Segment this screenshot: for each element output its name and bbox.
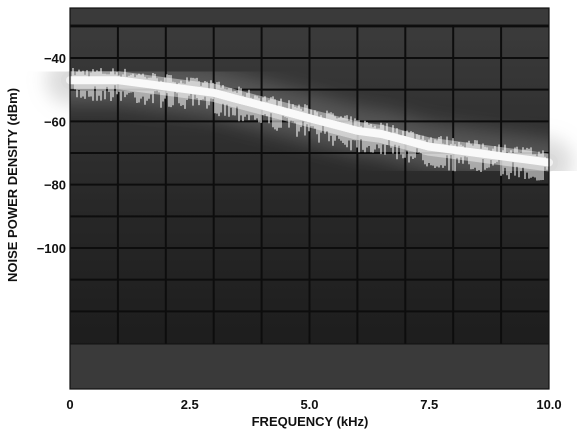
x-tick-label: 0 — [66, 397, 73, 412]
top-band — [69, 7, 550, 26]
y-tick-label: −60 — [44, 114, 66, 129]
noise-trace — [61, 68, 558, 181]
y-tick-label: −40 — [44, 51, 66, 66]
y-tick-label: −100 — [37, 241, 66, 256]
x-axis-ticks: 0 2.5 5.0 7.5 10.0 — [66, 397, 561, 412]
y-axis-ticks: −40 −60 −80 −100 — [37, 51, 66, 256]
y-tick-label: −80 — [44, 178, 66, 193]
y-axis-title: NOISE POWER DENSITY (dBm) — [5, 88, 20, 282]
trace-noise — [72, 68, 548, 181]
bottom-band — [69, 343, 550, 390]
x-tick-label: 5.0 — [300, 397, 318, 412]
x-tick-label: 7.5 — [420, 397, 438, 412]
x-tick-label: 10.0 — [536, 397, 561, 412]
x-axis-title: FREQUENCY (kHz) — [252, 414, 369, 429]
plot-frame — [69, 7, 550, 390]
x-tick-label: 2.5 — [181, 397, 199, 412]
